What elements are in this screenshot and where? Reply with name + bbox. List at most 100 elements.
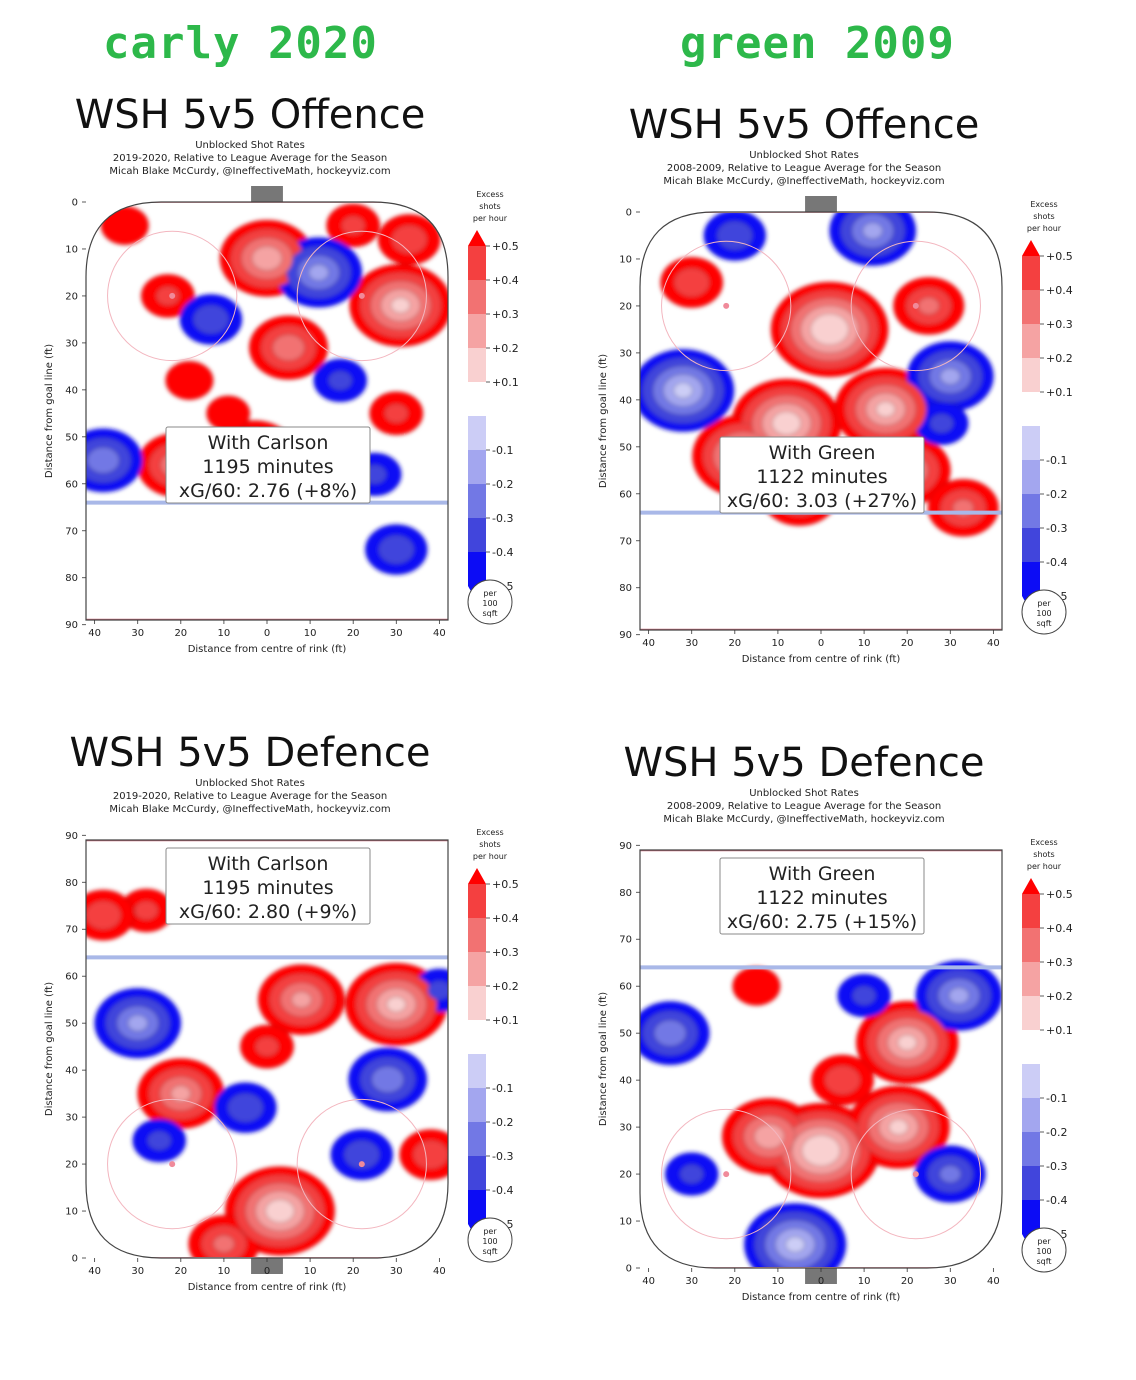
heat-contour bbox=[716, 220, 753, 251]
faceoff-dot bbox=[723, 1171, 730, 1178]
colorbar-label: +0.3 bbox=[492, 308, 519, 321]
colorbar-segment bbox=[468, 952, 486, 986]
heat-contour bbox=[862, 222, 883, 240]
goal-net bbox=[251, 1258, 283, 1274]
info-line: With Carlson bbox=[208, 432, 329, 454]
x-tick-label: 40 bbox=[987, 1276, 1000, 1287]
colorbar-segment bbox=[1022, 460, 1040, 494]
y-tick-label: 30 bbox=[65, 1113, 78, 1124]
colorbar-label: -0.1 bbox=[1046, 454, 1067, 467]
colorbar-label: +0.4 bbox=[1046, 284, 1073, 297]
chart-subtitle-line: Micah Blake McCurdy, @IneffectiveMath, h… bbox=[109, 166, 391, 177]
colorbar-segment bbox=[468, 552, 486, 586]
x-tick-label: 10 bbox=[218, 628, 231, 639]
info-box bbox=[165, 426, 371, 504]
y-tick-label: 20 bbox=[619, 301, 632, 312]
heat-contour bbox=[897, 1034, 917, 1051]
x-tick-label: 10 bbox=[772, 638, 785, 649]
info-line: 1122 minutes bbox=[756, 466, 887, 488]
colorbar-label: +0.2 bbox=[1046, 990, 1073, 1003]
colorbar-segment bbox=[468, 484, 486, 518]
faceoff-dot bbox=[169, 292, 176, 299]
x-tick-label: 40 bbox=[433, 1266, 446, 1277]
rink-boards bbox=[85, 839, 449, 1259]
y-tick-label: 30 bbox=[65, 338, 78, 349]
unit-label: 100 bbox=[1036, 1247, 1051, 1256]
heat-contour bbox=[801, 1134, 841, 1167]
colorbar-segment bbox=[1022, 256, 1040, 290]
x-tick-label: 10 bbox=[304, 1266, 317, 1277]
unit-label: sqft bbox=[482, 609, 497, 618]
heat-contour bbox=[378, 534, 415, 565]
x-tick-label: 20 bbox=[347, 628, 360, 639]
column-header-right: green 2009 bbox=[680, 18, 955, 69]
x-tick-label: 0 bbox=[818, 638, 824, 649]
heat-contour bbox=[155, 286, 180, 306]
colorbar-top-arrow bbox=[1022, 878, 1040, 894]
colorbar-segment bbox=[1022, 1200, 1040, 1234]
info-line: With Carlson bbox=[208, 853, 329, 875]
chart-panel-green-defence: WSH 5v5 Defence Unblocked Shot Rates 2008-… bbox=[594, 740, 1136, 1380]
heat-contour bbox=[193, 304, 229, 334]
colorbar-segment bbox=[468, 1190, 486, 1224]
goal-net bbox=[805, 196, 837, 212]
y-tick-label: 80 bbox=[619, 583, 632, 594]
x-tick-label: 40 bbox=[987, 638, 1000, 649]
heat-contour bbox=[384, 403, 409, 424]
chart-subtitle-line: Unblocked Shot Rates bbox=[195, 778, 305, 789]
heat-contour bbox=[918, 297, 940, 315]
info-box bbox=[165, 847, 371, 925]
faceoff-dot bbox=[723, 302, 730, 309]
x-tick-label: 30 bbox=[685, 1276, 698, 1287]
unit-circle bbox=[467, 579, 513, 625]
colorbar-segment bbox=[1022, 528, 1040, 562]
colorbar-label: -0.1 bbox=[492, 1082, 513, 1095]
colorbar-label: +0.5 bbox=[492, 240, 519, 253]
colorbar-title: per hour bbox=[1027, 224, 1062, 233]
x-tick-label: 30 bbox=[131, 1266, 144, 1277]
unit-label: sqft bbox=[1036, 1257, 1051, 1266]
rink-boards bbox=[639, 849, 1003, 1269]
colorbar-segment bbox=[1022, 562, 1040, 596]
chart-subtitle-line: 2008-2009, Relative to League Average fo… bbox=[666, 801, 942, 812]
colorbar-label: -0.2 bbox=[492, 1116, 513, 1129]
colorbar-segment bbox=[468, 348, 486, 382]
heat-contour bbox=[810, 313, 849, 346]
heat-contour bbox=[371, 1066, 404, 1093]
colorbar-segment bbox=[1022, 324, 1040, 358]
chart-figure: 40 30 20 10 0 10 20 30 400102030405060708090Dist… bbox=[598, 196, 1073, 665]
heat-contour bbox=[673, 382, 693, 399]
x-tick-label: 20 bbox=[174, 628, 187, 639]
info-line: xG/60: 2.80 (+9%) bbox=[179, 901, 357, 923]
y-tick-label: 80 bbox=[619, 888, 632, 899]
colorbar-label: +0.1 bbox=[1046, 1024, 1073, 1037]
x-tick-label: 40 bbox=[88, 628, 101, 639]
heat-contour bbox=[939, 1165, 961, 1183]
heat-contour bbox=[341, 215, 366, 236]
y-tick-label: 50 bbox=[65, 1019, 78, 1030]
y-tick-label: 40 bbox=[619, 1076, 632, 1087]
x-tick-label: 20 bbox=[901, 638, 914, 649]
y-tick-label: 80 bbox=[65, 573, 78, 584]
colorbar-title: shots bbox=[1033, 850, 1054, 859]
colorbar-title: per hour bbox=[473, 214, 508, 223]
x-tick-label: 40 bbox=[642, 638, 655, 649]
rink-boards bbox=[85, 201, 449, 621]
y-tick-label: 70 bbox=[65, 925, 78, 936]
x-axis-label: Distance from centre of rink (ft) bbox=[188, 1282, 347, 1293]
x-tick-label: 10 bbox=[218, 1266, 231, 1277]
heat-contour bbox=[343, 1140, 380, 1170]
info-line: With Green bbox=[769, 863, 876, 885]
info-line: xG/60: 3.03 (+27%) bbox=[727, 490, 917, 512]
y-tick-label: 40 bbox=[65, 1066, 78, 1077]
colorbar-label: +0.4 bbox=[492, 274, 519, 287]
colorbar-label: +0.2 bbox=[492, 342, 519, 355]
colorbar-segment bbox=[468, 246, 486, 280]
x-tick-label: 30 bbox=[685, 638, 698, 649]
colorbar-label: +0.1 bbox=[492, 376, 519, 389]
y-tick-label: 40 bbox=[65, 385, 78, 396]
x-tick-label: 0 bbox=[264, 1266, 270, 1277]
x-tick-label: 10 bbox=[858, 638, 871, 649]
colorbar-segment bbox=[468, 986, 486, 1020]
y-tick-label: 80 bbox=[65, 878, 78, 889]
